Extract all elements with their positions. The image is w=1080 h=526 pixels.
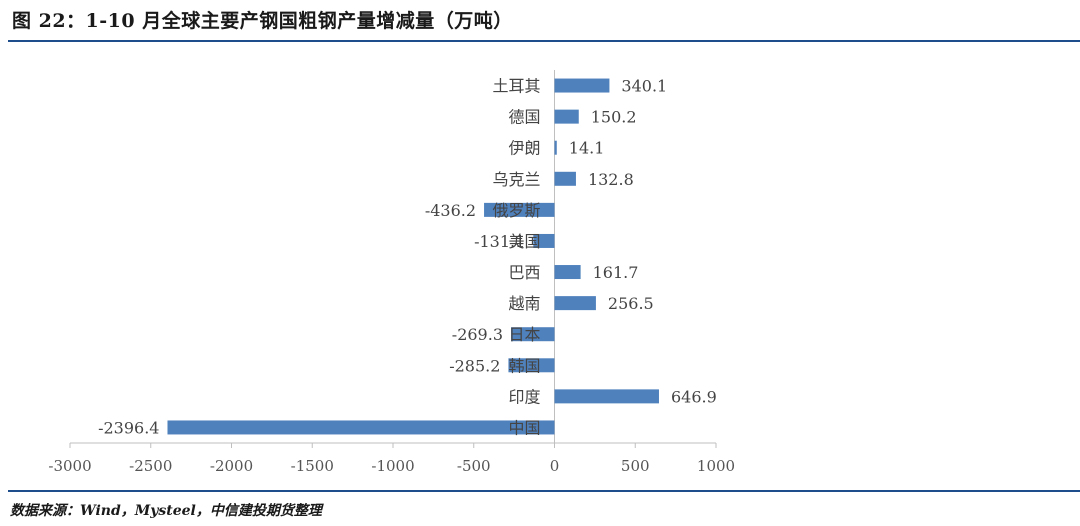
- bar: [511, 327, 555, 342]
- x-tick-label: -500: [457, 457, 491, 475]
- category-label: 印度: [508, 387, 540, 406]
- category-label: 韩国: [508, 356, 540, 375]
- category-label: 越南: [508, 294, 540, 313]
- bar: [554, 171, 576, 186]
- x-tick-label: -1500: [291, 457, 334, 475]
- x-tick-label: 500: [621, 457, 650, 475]
- axis-layer: -3000 -2500 -2000 -1500 -1000 -500 0 500 1000: [48, 70, 735, 475]
- data-label: 340.1: [621, 77, 667, 96]
- bar: [533, 233, 555, 248]
- category-label: 俄罗斯: [492, 201, 540, 220]
- chart-title: 图 22：1-10 月全球主要产钢国粗钢产量增减量（万吨）: [12, 10, 513, 32]
- data-label: -285.2: [449, 356, 500, 375]
- title-divider: [8, 40, 1080, 42]
- bar-chart: -3000 -2500 -2000 -1500 -1000 -500 0 500 1000 土耳…: [48, 70, 735, 475]
- bar-layer: [167, 78, 659, 435]
- data-label: 161.7: [593, 263, 639, 282]
- bar: [554, 389, 659, 404]
- data-label: 14.1: [569, 139, 605, 158]
- x-tick-label: -2500: [129, 457, 172, 475]
- category-label: 美国: [508, 232, 540, 251]
- data-label: 646.9: [671, 387, 717, 406]
- category-label: 乌克兰: [492, 170, 540, 189]
- bar: [554, 78, 610, 93]
- x-tick-label: -3000: [48, 457, 91, 475]
- category-label: 日本: [508, 325, 540, 344]
- category-label: 德国: [508, 108, 540, 127]
- category-label: 巴西: [508, 263, 540, 282]
- data-label: 132.8: [588, 170, 634, 189]
- category-label: 伊朗: [508, 139, 540, 158]
- bar: [508, 358, 555, 373]
- data-label: 150.2: [591, 108, 637, 127]
- data-label: 256.5: [608, 294, 654, 313]
- bar: [554, 265, 581, 280]
- label-layer: 土耳其 340.1 德国 150.2 伊朗 14.1 乌克兰 132.8 俄罗斯 -436.2 美国…: [98, 77, 717, 438]
- source-note: 数据来源：Wind，Mysteel，中信建投期货整理: [10, 503, 322, 519]
- data-label: -2396.4: [98, 418, 159, 437]
- bar: [554, 109, 579, 124]
- x-tick-label: 0: [550, 457, 560, 475]
- category-label: 中国: [508, 418, 540, 437]
- x-tick-label: 1000: [697, 457, 735, 475]
- category-label: 土耳其: [492, 77, 540, 96]
- bar: [554, 296, 596, 311]
- data-label: -436.2: [425, 201, 476, 220]
- bar: [484, 202, 555, 217]
- x-tick-label: -1000: [371, 457, 414, 475]
- bar: [167, 420, 555, 435]
- data-label: -131.1: [474, 232, 525, 251]
- data-label: -269.3: [452, 325, 503, 344]
- bar: [554, 140, 557, 155]
- x-tick-label: -2000: [210, 457, 253, 475]
- footer-divider: [8, 490, 1080, 492]
